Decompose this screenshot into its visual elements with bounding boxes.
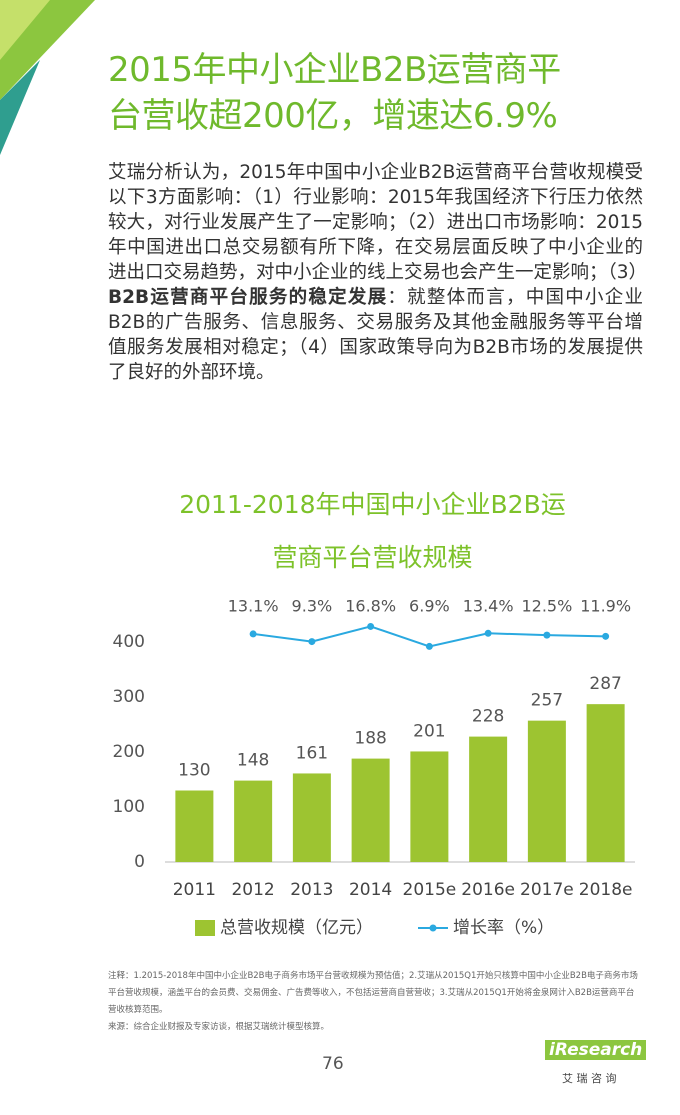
bar-value-label: 228: [472, 707, 504, 727]
corner-decoration: [0, 60, 40, 155]
growth-label: 6.9%: [409, 597, 450, 616]
x-tick-label: 2017e: [520, 880, 574, 900]
growth-point: [543, 631, 551, 639]
y-tick-label: 200: [113, 742, 145, 762]
growth-label: 13.4%: [463, 597, 514, 616]
growth-label: 16.8%: [345, 597, 396, 616]
growth-point: [249, 630, 257, 638]
bar-value-label: 161: [296, 743, 328, 763]
x-tick-label: 2015e: [403, 880, 457, 900]
legend-swatch: [195, 920, 215, 936]
logo-subtitle: 艾 瑞 咨 询: [562, 1072, 617, 1085]
growth-point: [367, 622, 375, 630]
growth-point: [425, 642, 433, 650]
logo: iResearch: [545, 1040, 647, 1060]
x-tick-label: 2011: [173, 880, 216, 900]
page-number: 76: [322, 1054, 344, 1074]
y-tick-label: 100: [113, 797, 145, 817]
x-tick-label: 2013: [290, 880, 333, 900]
y-tick-label: 400: [113, 632, 145, 652]
bar-value-label: 148: [237, 751, 269, 771]
bar: [175, 790, 214, 862]
x-tick-label: 2016e: [461, 880, 515, 900]
legend-label: 增长率（%）: [453, 918, 554, 938]
bar: [351, 758, 390, 862]
corner-decoration: [0, 0, 50, 60]
bar-value-label: 201: [413, 721, 445, 741]
bar-value-label: 287: [589, 674, 621, 694]
x-tick-label: 2018e: [579, 880, 633, 900]
growth-label: 13.1%: [228, 597, 279, 616]
growth-point: [308, 638, 316, 646]
note: 注释：1.2015-2018年中国中小企业B2B电子商务市场平台营收规模为预估值…: [108, 971, 638, 1015]
bar-value-label: 188: [354, 729, 386, 749]
bar: [234, 780, 273, 862]
body-text: 艾瑞分析认为，2015年中国中小企业B2B运营商平台营收规模受以下3方面影响：（…: [108, 160, 647, 385]
bar: [410, 751, 449, 862]
page-title: 2015年中小企业B2B运营商平: [108, 50, 561, 90]
note: 来源：综合企业财报及专家访谈，根据艾瑞统计模型核算。: [108, 1022, 330, 1032]
growth-point: [484, 629, 492, 637]
y-tick-label: 300: [113, 687, 145, 707]
bar: [469, 736, 508, 862]
growth-point: [602, 632, 610, 640]
legend-label: 总营收规模（亿元）: [220, 918, 373, 938]
body-text-bold: B2B运营商平台服务的稳定发展: [108, 287, 388, 308]
growth-label: 11.9%: [580, 597, 631, 616]
bar: [527, 720, 566, 862]
bar: [292, 773, 331, 862]
growth-label: 9.3%: [292, 597, 333, 616]
notes: 注释：1.2015-2018年中国中小企业B2B电子商务市场平台营收规模为预估值…: [108, 968, 638, 1036]
body-text-part: 艾瑞分析认为，2015年中国中小企业B2B运营商平台营收规模受以下3方面影响：（…: [108, 162, 648, 283]
x-tick-label: 2012: [231, 880, 274, 900]
legend-swatch: [429, 924, 437, 932]
page-title: 台营收超200亿，增速达6.9%: [108, 96, 558, 136]
x-tick-label: 2014: [349, 880, 392, 900]
y-tick-label: 0: [134, 852, 145, 872]
growth-label: 12.5%: [521, 597, 572, 616]
bar: [586, 704, 625, 862]
body-text-part: ：就整体而言，中国中小企业B2B的广告服务、信息服务、交易服务及其他金融服务等平…: [108, 287, 643, 383]
bar-value-label: 130: [178, 761, 210, 781]
chart-title: 2011-2018年中国中小企业B2B运营商平台营收规模: [179, 490, 566, 572]
bar-value-label: 257: [531, 691, 563, 711]
